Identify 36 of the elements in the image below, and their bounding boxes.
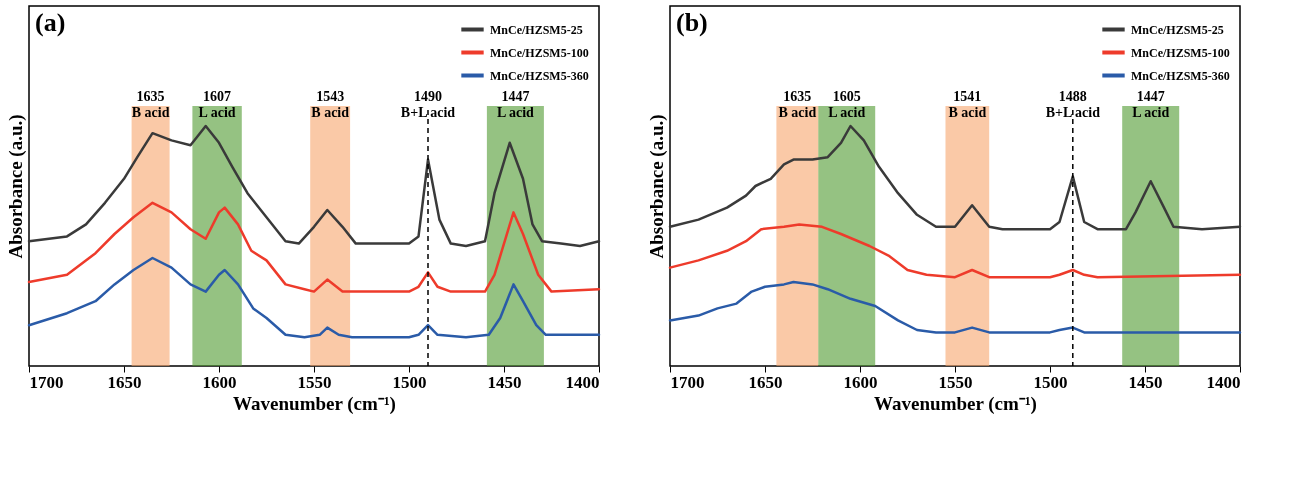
y-axis-title: Absorbance (a.u.) [4, 114, 27, 259]
x-tick-label: 1600 [202, 372, 237, 392]
legend-label: MnCe/HZSM5-360 [490, 68, 589, 83]
legend-label: MnCe/HZSM5-100 [490, 45, 589, 60]
band-label: 1541 B acid [948, 89, 987, 120]
legend-label: MnCe/HZSM5-360 [1131, 68, 1230, 83]
ref-line-label: 1490 B+L acid [400, 89, 456, 120]
x-tick-label: 1500 [1033, 372, 1068, 392]
band-label: 1447 L acid [496, 89, 535, 120]
band-label: 1605 L acid [828, 89, 866, 120]
x-tick-label: 1650 [107, 372, 142, 392]
legend-label: MnCe/HZSM5-100 [1131, 45, 1230, 60]
ref-line-label: 1488 B+L acid [1045, 89, 1101, 120]
x-tick-label: 1600 [843, 372, 878, 392]
y-axis-title: Absorbance (a.u.) [645, 114, 668, 259]
x-axis-title: Wavenumber (cm⁻¹) [233, 392, 396, 415]
band-label: 1607 L acid [198, 89, 236, 120]
x-tick-label: 1550 [297, 372, 332, 392]
band-label: 1543 B acid [311, 89, 350, 120]
x-tick-label: 1400 [1206, 372, 1241, 392]
x-tick-label: 1450 [1128, 372, 1163, 392]
x-tick-label: 1450 [487, 372, 522, 392]
x-tick-label: 1650 [748, 372, 783, 392]
legend-label: MnCe/HZSM5-25 [490, 22, 583, 37]
text: (a) [35, 8, 66, 37]
band-label: 1635 B acid [131, 89, 170, 120]
x-tick-label: 1700 [670, 372, 705, 392]
x-tick-label: 1500 [392, 372, 427, 392]
band-label: 1447 L acid [1132, 89, 1170, 120]
x-tick-label: 1550 [938, 372, 973, 392]
text: (b) [676, 8, 708, 37]
x-tick-label: 1700 [29, 372, 64, 392]
band-label: 1635 B acid [778, 89, 817, 120]
x-tick-label: 1400 [565, 372, 600, 392]
x-axis-title: Wavenumber (cm⁻¹) [874, 392, 1037, 415]
legend-label: MnCe/HZSM5-25 [1131, 22, 1224, 37]
